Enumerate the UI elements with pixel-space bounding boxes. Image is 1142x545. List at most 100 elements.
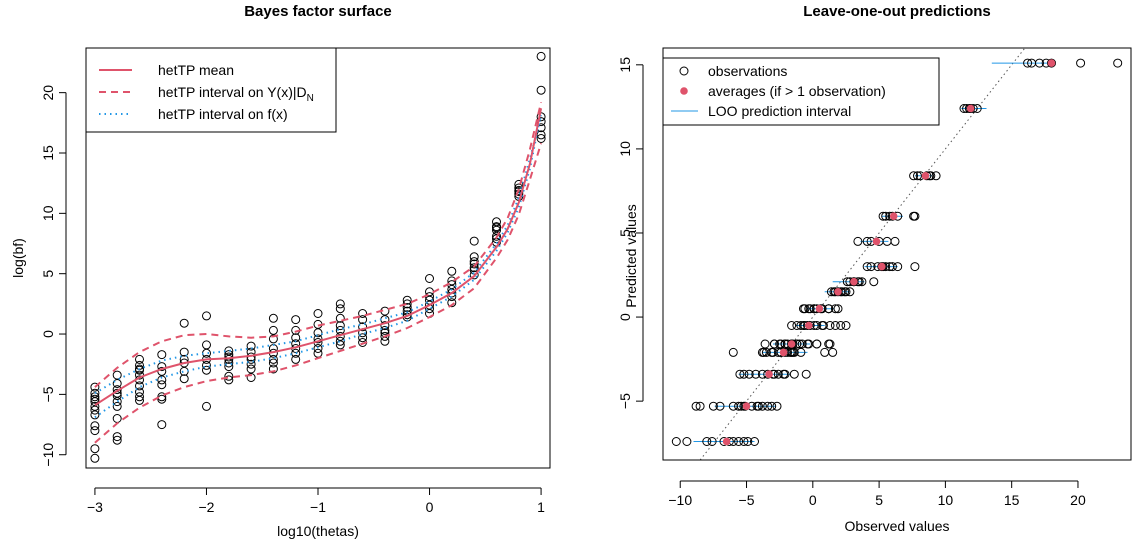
observation-point [179, 318, 189, 328]
observation-point [90, 426, 100, 436]
observation-point [812, 339, 822, 349]
observation-point [881, 211, 891, 221]
observation-point [268, 358, 278, 368]
observation-point [291, 315, 301, 325]
right-y-axis: −5 0 5 10 15 [617, 57, 644, 409]
left-legend-box [85, 47, 337, 133]
observation-point [862, 262, 872, 272]
f-interval-upper [94, 115, 543, 395]
right-legend: observations averages (if > 1 observatio… [662, 57, 940, 126]
observation-point [135, 381, 144, 391]
average-point [872, 237, 881, 246]
observation-point [469, 263, 479, 273]
observation-point [112, 370, 122, 380]
x-tick-label: 10 [938, 492, 954, 508]
observation-point [157, 362, 167, 372]
observation-point [447, 298, 457, 308]
x-tick-label: 1 [537, 499, 545, 515]
x-tick-label: 15 [1004, 492, 1020, 508]
observation-point [825, 321, 835, 330]
observation-point [824, 304, 834, 314]
x-tick-label: −3 [87, 499, 103, 515]
f-interval-lower [94, 113, 543, 419]
observation-point [469, 270, 479, 280]
observation-point [695, 401, 705, 411]
legend-observations-label: observations [708, 63, 787, 79]
x-tick-label: 5 [875, 492, 883, 508]
observation-point [702, 437, 712, 446]
observation-point [773, 369, 783, 379]
y-tick-label: 10 [40, 205, 56, 221]
observation-point [358, 322, 368, 332]
observation-point [757, 401, 767, 411]
observation-point [469, 252, 479, 262]
average-point [850, 277, 858, 286]
loo-panel: Leave-one-out predictions −10 −5 0 5 10 15 20 … [617, 3, 1132, 534]
observation-point [157, 394, 167, 404]
observation-point [801, 369, 811, 379]
observation-point [913, 171, 922, 181]
observation-point [909, 211, 919, 221]
observation-point [767, 401, 777, 411]
observation-point [728, 347, 738, 357]
observation-point [743, 437, 753, 446]
observation-point [682, 437, 692, 446]
observation-point [335, 321, 345, 331]
average-point [834, 288, 842, 296]
observation-point [890, 236, 900, 246]
observation-point [90, 410, 100, 420]
observation-point [358, 333, 368, 343]
observation-point [202, 311, 211, 321]
average-point [889, 212, 898, 220]
observation-point [845, 287, 855, 297]
observation-point [179, 374, 189, 384]
observation-point [358, 315, 368, 325]
observation-point [157, 380, 167, 390]
y-tick-label: −10 [40, 443, 56, 467]
average-point [787, 340, 796, 348]
y-tick-label: 5 [40, 270, 56, 278]
observation-point [313, 344, 323, 353]
x-tick-label: −2 [198, 499, 214, 515]
observation-point [671, 437, 681, 446]
panel-title-left: Bayes factor surface [244, 3, 392, 20]
mean-curve [94, 108, 543, 407]
observation-point [112, 414, 122, 423]
observation-point [805, 304, 815, 314]
left-legend: hetTP mean hetTP interval on Y(x)|DN het… [85, 47, 337, 133]
observation-point [691, 401, 701, 411]
average-point [815, 304, 824, 313]
average-point [765, 370, 773, 379]
observation-point [492, 223, 501, 233]
legend-observations-swatch [679, 66, 689, 76]
observation-point [335, 299, 345, 309]
observation-point [536, 134, 546, 143]
observation-point [796, 321, 806, 330]
observation-point [380, 331, 390, 341]
observation-point [536, 85, 546, 95]
observation-point [882, 236, 892, 246]
observation-point [750, 437, 759, 446]
observation-point [828, 347, 838, 357]
observation-point [112, 401, 122, 411]
observation-point [224, 375, 234, 385]
observation-point [707, 437, 717, 446]
observation-point [796, 347, 806, 357]
observation-point [866, 262, 876, 272]
observation-point [135, 364, 144, 374]
observation-point [763, 401, 773, 411]
right-legend-box [662, 57, 940, 126]
observation-point [246, 373, 256, 382]
average-point [1047, 59, 1056, 67]
x-tick-label: −5 [739, 492, 755, 508]
observation-point [291, 354, 301, 364]
observation-point [1047, 58, 1056, 68]
observation-point [751, 369, 761, 379]
observation-point [776, 339, 786, 349]
y-tick-label: 0 [40, 330, 56, 338]
observation-point [112, 432, 122, 442]
observation-point [112, 379, 122, 388]
observation-point [841, 321, 851, 330]
average-point [722, 437, 731, 446]
